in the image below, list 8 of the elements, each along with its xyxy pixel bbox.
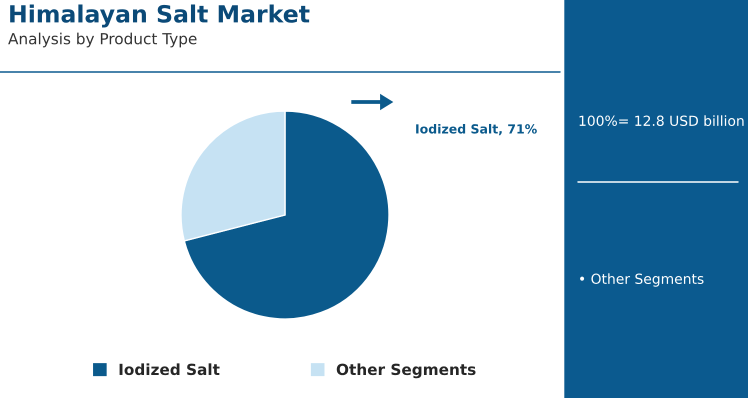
text: • Other Segments <box>580 273 704 287</box>
data-label: Iodized Salt, 71% <box>416 124 537 136</box>
pie-slice <box>184 110 390 320</box>
text: 100%= 12.8 USD billion <box>580 115 744 126</box>
chart-title: Himalayan Salt Market <box>10 4 310 28</box>
legend-label: Other Segments <box>336 363 476 378</box>
chart-subtitle: Analysis by Product Type <box>8 32 197 48</box>
legend-label: Iodized Salt <box>120 363 220 376</box>
